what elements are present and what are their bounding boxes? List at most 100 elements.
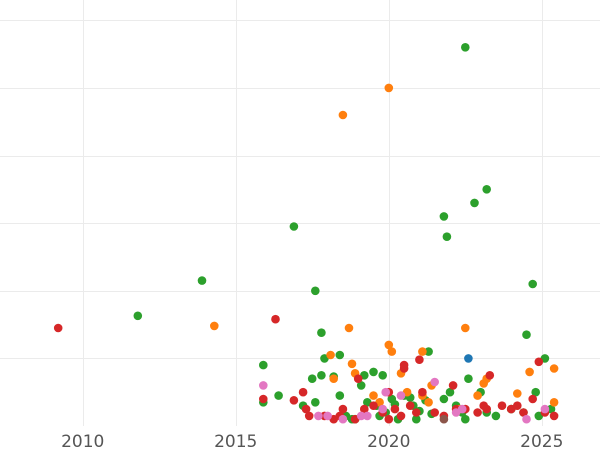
data-point bbox=[430, 408, 440, 417]
data-points bbox=[53, 43, 559, 424]
data-point bbox=[344, 323, 354, 333]
data-point bbox=[424, 347, 433, 356]
data-point bbox=[378, 404, 388, 414]
data-point bbox=[369, 367, 378, 377]
data-point bbox=[396, 411, 406, 421]
data-point bbox=[259, 381, 268, 390]
data-point bbox=[338, 414, 348, 424]
data-point bbox=[347, 359, 357, 369]
data-point bbox=[461, 323, 470, 333]
data-point bbox=[384, 83, 394, 93]
data-point bbox=[381, 387, 391, 397]
data-point bbox=[528, 279, 537, 289]
data-point bbox=[53, 323, 63, 333]
data-point bbox=[289, 222, 299, 231]
data-point bbox=[464, 354, 473, 363]
data-point bbox=[314, 411, 323, 421]
data-point bbox=[549, 398, 559, 407]
data-point bbox=[418, 347, 427, 356]
data-point bbox=[363, 411, 372, 421]
series-2 bbox=[53, 314, 559, 424]
data-point bbox=[323, 411, 332, 421]
grid-lines bbox=[0, 0, 600, 426]
data-point bbox=[442, 232, 452, 241]
data-point bbox=[210, 321, 219, 331]
data-point bbox=[311, 286, 320, 296]
data-point bbox=[439, 212, 449, 221]
data-point bbox=[311, 398, 320, 407]
data-point bbox=[412, 408, 421, 417]
data-point bbox=[405, 401, 415, 411]
data-point bbox=[259, 394, 268, 404]
data-point bbox=[439, 414, 449, 424]
data-point bbox=[424, 398, 433, 407]
x-tick-label: 2025 bbox=[520, 432, 563, 450]
data-point bbox=[384, 340, 394, 350]
data-point bbox=[356, 381, 366, 390]
data-point bbox=[338, 110, 348, 120]
data-point bbox=[274, 391, 283, 400]
data-point bbox=[448, 381, 458, 390]
data-point bbox=[390, 404, 400, 414]
data-point bbox=[540, 404, 550, 414]
data-point bbox=[399, 360, 409, 370]
data-point bbox=[519, 408, 528, 417]
series-0 bbox=[133, 43, 556, 424]
series-5 bbox=[464, 354, 473, 363]
data-point bbox=[445, 387, 455, 397]
data-point bbox=[473, 391, 482, 400]
data-point bbox=[412, 414, 421, 424]
data-point bbox=[335, 391, 345, 400]
data-point bbox=[522, 330, 531, 340]
data-point bbox=[430, 377, 440, 387]
data-point bbox=[461, 414, 470, 424]
data-point bbox=[335, 350, 345, 360]
x-tick-label: 2015 bbox=[214, 432, 257, 450]
data-point bbox=[513, 401, 522, 411]
data-point bbox=[534, 357, 544, 367]
data-point bbox=[461, 43, 470, 52]
data-point bbox=[522, 414, 531, 424]
data-point bbox=[482, 185, 492, 194]
x-axis-tick-labels: 2010 2015 2020 2025 bbox=[61, 432, 563, 450]
data-point bbox=[289, 396, 299, 405]
data-point bbox=[378, 371, 388, 380]
x-tick-label: 2010 bbox=[61, 432, 104, 450]
series-1 bbox=[210, 83, 559, 414]
data-point bbox=[353, 374, 363, 384]
data-point bbox=[497, 401, 507, 411]
data-point bbox=[485, 371, 495, 380]
data-point bbox=[259, 360, 268, 370]
data-point bbox=[384, 414, 394, 424]
data-point bbox=[473, 408, 482, 417]
data-point bbox=[549, 364, 559, 373]
data-point bbox=[317, 328, 326, 338]
data-point bbox=[482, 404, 492, 414]
data-point bbox=[513, 389, 522, 398]
series-4 bbox=[439, 414, 449, 424]
data-point bbox=[528, 394, 537, 404]
data-point bbox=[525, 367, 534, 377]
data-point bbox=[387, 347, 397, 356]
data-point bbox=[369, 391, 378, 400]
data-point bbox=[271, 314, 280, 324]
data-point bbox=[326, 350, 335, 360]
data-point bbox=[464, 374, 473, 384]
data-point bbox=[531, 387, 540, 397]
data-point bbox=[133, 311, 143, 321]
data-point bbox=[418, 387, 427, 397]
data-point bbox=[197, 276, 207, 285]
data-point bbox=[317, 371, 326, 380]
data-point bbox=[457, 404, 467, 414]
data-point bbox=[307, 374, 317, 384]
data-point bbox=[338, 404, 348, 414]
data-point bbox=[301, 404, 311, 414]
data-point bbox=[356, 411, 366, 421]
data-point bbox=[369, 401, 378, 411]
x-tick-label: 2020 bbox=[367, 432, 410, 450]
data-point bbox=[396, 391, 406, 400]
data-point bbox=[298, 387, 308, 397]
data-point bbox=[304, 411, 314, 421]
data-point bbox=[549, 411, 559, 421]
